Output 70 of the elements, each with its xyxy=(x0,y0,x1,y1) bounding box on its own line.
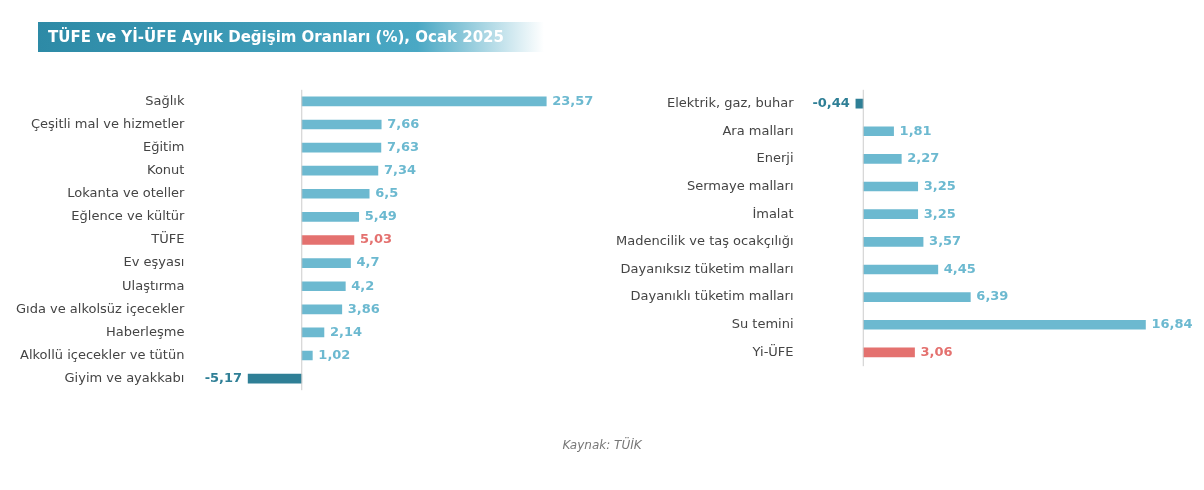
data-label: -0,44 xyxy=(812,94,850,110)
bar xyxy=(862,181,919,192)
data-label: -5,17 xyxy=(204,370,243,386)
bar xyxy=(301,119,382,130)
data-label: 6,39 xyxy=(976,288,1009,304)
y-tick-label: Enerji xyxy=(756,150,794,166)
data-label: 16,84 xyxy=(1151,316,1193,332)
bar xyxy=(862,126,894,137)
data-label: 7,34 xyxy=(383,162,416,178)
bar xyxy=(301,304,343,315)
bar xyxy=(301,235,355,245)
data-label: 3,25 xyxy=(923,205,956,221)
y-tick-label: Giyim ve ayakkabı xyxy=(64,370,185,386)
bar xyxy=(301,142,382,153)
y-tick-label: Sağlık xyxy=(145,92,185,108)
y-tick-label: Eğitim xyxy=(142,138,185,154)
data-label: 1,81 xyxy=(899,122,932,138)
bar xyxy=(862,292,971,302)
data-label: 4,45 xyxy=(943,260,976,276)
bar xyxy=(862,264,939,275)
data-label: 7,63 xyxy=(386,138,419,154)
bar xyxy=(862,236,924,247)
y-tick-label: Gıda ve alkolsüz içecekler xyxy=(15,300,186,316)
bar xyxy=(862,154,902,164)
data-label: 5,03 xyxy=(359,231,393,247)
data-label: 4,7 xyxy=(356,254,380,270)
y-tick-label: İmalat xyxy=(752,205,794,221)
bar xyxy=(301,327,325,338)
y-tick-label: Lokanta ve oteller xyxy=(67,185,186,201)
text: Kaynak: TÜİK xyxy=(561,438,643,452)
data-label: 3,25 xyxy=(923,177,956,193)
y-tick-label: Sermaye malları xyxy=(686,177,794,193)
y-tick-label: Alkollü içecekler ve tütün xyxy=(20,346,185,362)
bar xyxy=(301,281,346,292)
y-tick-label: Dayanıklı tüketim malları xyxy=(630,288,794,304)
data-label: 3,06 xyxy=(920,343,953,359)
y-tick-label: Dayanıksız tüketim malları xyxy=(620,260,794,276)
bar xyxy=(301,165,379,176)
chart-title: TÜFE ve Yİ-ÜFE Aylık Değişim Oranları (%), Ocak 2025 xyxy=(38,22,544,52)
y-tick-label: Madencilik ve taş ocakçılığı xyxy=(615,233,794,249)
data-label: 6,5 xyxy=(375,185,399,201)
data-label: 5,49 xyxy=(364,208,397,224)
y-tick-label: Su temini xyxy=(731,316,794,332)
y-tick-label: Eğlence ve kültür xyxy=(71,208,186,224)
y-tick-label: Yi-ÜFE xyxy=(751,342,794,359)
bar xyxy=(301,96,547,107)
y-tick-label: TÜFE xyxy=(150,230,185,247)
data-label: 3,86 xyxy=(347,300,380,316)
data-label: 4,2 xyxy=(351,277,375,293)
bar xyxy=(862,319,1146,330)
bar xyxy=(301,258,351,268)
data-label: 2,27 xyxy=(907,150,940,166)
data-label: 2,14 xyxy=(329,323,363,339)
y-tick-label: Çeşitli mal ve hizmetler xyxy=(30,115,186,131)
bar xyxy=(862,209,919,220)
y-tick-label: Konut xyxy=(147,162,185,178)
y-tick-label: Ev eşyası xyxy=(123,254,185,270)
bar xyxy=(301,350,313,361)
data-label: 23,57 xyxy=(552,92,594,108)
bar xyxy=(301,188,370,199)
data-label: 3,57 xyxy=(929,233,962,249)
y-tick-label: Ulaştırma xyxy=(122,277,185,293)
data-label: 7,66 xyxy=(387,115,420,131)
y-tick-label: Elektrik, gaz, buhar xyxy=(667,95,795,110)
y-tick-label: Ara malları xyxy=(722,122,794,138)
y-tick-label: Haberleşme xyxy=(106,323,185,339)
bar xyxy=(247,373,303,384)
bar xyxy=(301,212,360,222)
bar xyxy=(862,347,915,358)
data-label: 1,02 xyxy=(318,346,351,362)
